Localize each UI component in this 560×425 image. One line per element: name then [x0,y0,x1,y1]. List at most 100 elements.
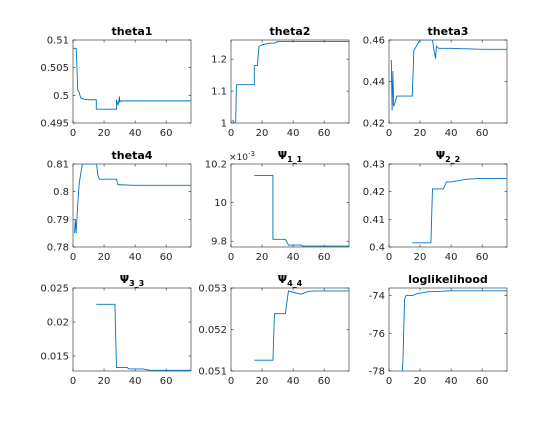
subplot-6: 0 20 40 60 0.4 0.41 0.42 0.43 Ψ2_2 [363,149,508,263]
y-tick-label: 1.1 [211,87,227,98]
axes-box [388,39,508,124]
x-tick-label: 20 [256,252,269,263]
x-tick-label: 0 [228,376,234,387]
subplot-9: 0 20 40 60 -78 -76 -74 loglikelihood [369,273,508,387]
y-tick-label: 0.015 [40,352,69,363]
axes-box [230,39,350,124]
subplot-title: theta4 [112,149,153,162]
x-tick-label: 20 [98,252,111,263]
y-tick-label: 0.41 [363,215,385,226]
subplot-4: 0 20 40 60 0.78 0.79 0.8 0.81 theta4 [47,149,192,263]
x-tick-label: 0 [70,128,76,139]
series-line [232,41,349,123]
y-tick-label: 10 [214,198,227,209]
x-tick-label: 60 [318,252,331,263]
subplot-title: theta2 [270,25,311,38]
y-tick-label: 0.51 [47,36,69,47]
y-tick-label: 0.79 [47,215,69,226]
subplot-2: 0 20 40 60 1 1.1 1.2 theta2 [211,25,350,139]
axes-box [72,39,192,124]
x-tick-label: 40 [129,252,142,263]
axes-box [72,287,192,372]
y-tick-label: 0.8 [53,187,69,198]
x-tick-label: 60 [476,376,489,387]
subplot-title: Ψ3_3 [120,273,145,288]
y-tick-label: 9.8 [211,237,227,248]
title-subscript: 3_3 [129,279,144,288]
y-tick-label: 10.2 [205,160,227,171]
y-tick-label: 0.81 [47,160,69,171]
subplot-8: 0 20 40 60 0.051 0.052 0.053 Ψ4_4 [198,273,350,387]
x-tick-label: 0 [386,252,392,263]
y-tick-label: 0.052 [198,325,227,336]
series-line [73,47,191,110]
title-symbol: Ψ [278,149,287,162]
x-tick-label: 60 [160,376,173,387]
y-tick-label: 0.46 [363,36,385,47]
subplot-title: loglikelihood [408,273,488,286]
y-tick-label: 0.505 [40,63,69,74]
y-tick-label: -74 [369,291,385,302]
title-symbol: Ψ [120,273,129,286]
axes-box [388,287,508,372]
y-tick-label: 0.78 [47,243,69,254]
axes-box [72,163,192,248]
subplot-title: theta3 [428,25,469,38]
title-subscript: 2_2 [445,155,460,164]
x-tick-label: 60 [476,128,489,139]
subplot-3: 0 20 40 60 0.42 0.44 0.46 theta3 [363,25,508,139]
y-tick-label: 0.051 [198,367,227,378]
x-tick-label: 40 [287,376,300,387]
subplot-title: Ψ2_2 [436,149,461,164]
series-line [96,303,191,371]
subplot-5: 0 20 40 60 9.8 10 10.2 Ψ1_1 ×10-3 [205,149,350,263]
y-tick-label: 0.44 [363,77,385,88]
y-tick-label: 1.2 [211,55,227,66]
x-tick-label: 0 [386,128,392,139]
exponent-power: -3 [248,150,255,158]
title-symbol: Ψ [436,149,445,162]
x-tick-label: 40 [129,128,142,139]
y-tick-label: 1 [221,119,227,130]
series-line [254,290,349,361]
x-tick-label: 60 [318,128,331,139]
y-tick-label: 0.43 [363,160,385,171]
y-tick-label: 0.495 [40,119,69,130]
y-tick-label: -76 [369,329,385,340]
x-tick-label: 20 [98,376,111,387]
x-tick-label: 20 [414,376,427,387]
series-line [390,40,507,111]
x-tick-label: 60 [160,252,173,263]
x-tick-label: 20 [414,252,427,263]
y-tick-label: 0.4 [369,243,385,254]
title-subscript: 1_1 [287,155,303,164]
x-tick-label: 20 [256,128,269,139]
axes-box [230,287,350,372]
y-tick-label: 0.42 [363,187,385,198]
x-tick-label: 0 [228,128,234,139]
x-tick-label: 20 [98,128,111,139]
x-tick-label: 60 [318,376,331,387]
x-tick-label: 40 [445,376,458,387]
subplot-title: theta1 [112,25,153,38]
y-tick-label: 0.5 [53,91,69,102]
x-tick-label: 20 [414,128,427,139]
subplot-title: Ψ1_1 [278,149,303,164]
axes-box [230,163,350,248]
series-line [254,175,349,247]
x-tick-label: 0 [228,252,234,263]
subplot-title: Ψ4_4 [278,273,303,288]
x-tick-label: 40 [445,252,458,263]
subplot-7: 0 20 40 60 0.015 0.02 0.025 Ψ3_3 [40,273,192,387]
x-tick-label: 40 [287,128,300,139]
y-tick-label: 0.02 [47,318,69,329]
x-tick-label: 60 [476,252,489,263]
x-tick-label: 0 [386,376,392,387]
series-line [412,177,507,244]
y-tick-label: 0.025 [40,284,69,295]
x-tick-label: 0 [70,376,76,387]
series-line [74,164,191,234]
series-line [401,290,507,371]
